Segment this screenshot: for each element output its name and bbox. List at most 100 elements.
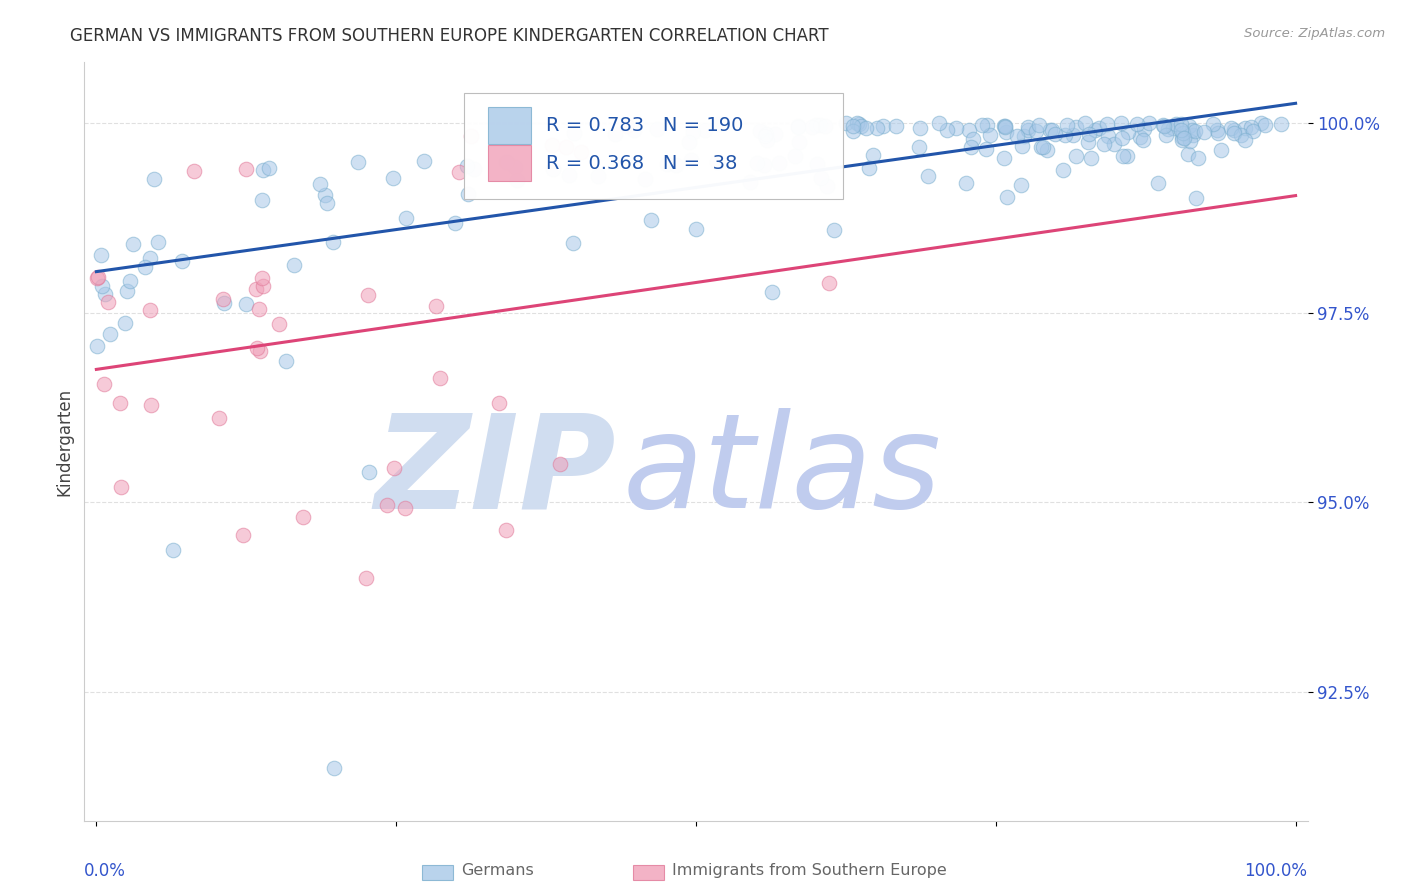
Point xyxy=(848,117,870,131)
Point xyxy=(87,269,110,284)
Text: GERMAN VS IMMIGRANTS FROM SOUTHERN EUROPE KINDERGARTEN CORRELATION CHART: GERMAN VS IMMIGRANTS FROM SOUTHERN EUROP… xyxy=(70,27,830,45)
Point xyxy=(1241,124,1264,138)
Point xyxy=(252,163,274,178)
Point xyxy=(322,760,344,774)
Bar xyxy=(488,107,531,144)
Point xyxy=(1177,146,1199,161)
Point xyxy=(1111,131,1133,145)
Text: R = 0.783   N = 190: R = 0.783 N = 190 xyxy=(546,116,742,135)
Point xyxy=(1017,120,1039,134)
Point xyxy=(249,344,271,359)
Point xyxy=(1234,121,1257,136)
Point xyxy=(818,276,841,290)
Point xyxy=(1036,144,1059,158)
Point xyxy=(252,278,274,293)
Point xyxy=(979,128,1001,143)
Point xyxy=(541,162,564,177)
Point xyxy=(962,132,984,146)
Point xyxy=(789,135,811,149)
Point xyxy=(1185,191,1208,205)
Point xyxy=(955,176,977,190)
Point xyxy=(183,164,205,178)
Point xyxy=(170,254,193,268)
Point xyxy=(814,119,837,133)
Point xyxy=(695,122,717,136)
Point xyxy=(94,287,117,301)
Point xyxy=(936,123,959,137)
Point xyxy=(806,156,828,170)
Point xyxy=(866,121,889,136)
Point xyxy=(623,123,645,137)
Point xyxy=(1017,123,1039,137)
Text: Source: ZipAtlas.com: Source: ZipAtlas.com xyxy=(1244,27,1385,40)
Point xyxy=(845,116,868,130)
Point xyxy=(322,235,344,249)
Point xyxy=(995,190,1018,204)
Point xyxy=(747,155,769,169)
Point xyxy=(917,169,939,183)
Point xyxy=(884,119,907,133)
Point xyxy=(98,326,121,341)
Point xyxy=(993,151,1015,165)
Point xyxy=(292,509,315,524)
Point xyxy=(212,296,235,310)
Point xyxy=(117,284,139,298)
Point xyxy=(90,279,112,293)
Point xyxy=(309,178,332,192)
Point xyxy=(994,125,1017,139)
Point xyxy=(1088,120,1111,135)
Point xyxy=(447,164,470,178)
Point xyxy=(862,148,884,162)
Point xyxy=(1253,118,1275,132)
Point xyxy=(562,127,585,141)
Point xyxy=(842,123,865,137)
Point xyxy=(679,153,702,167)
Text: R = 0.368   N =  38: R = 0.368 N = 38 xyxy=(546,153,737,173)
Point xyxy=(1173,131,1195,145)
Point xyxy=(974,142,997,156)
Point xyxy=(1202,117,1225,131)
Point xyxy=(738,175,761,189)
Point xyxy=(1171,132,1194,146)
Point xyxy=(1109,116,1132,130)
Point xyxy=(1053,128,1076,143)
Point xyxy=(1039,123,1062,137)
Point xyxy=(1007,129,1029,144)
Point xyxy=(858,161,880,176)
Point xyxy=(993,119,1015,133)
Text: ZIP: ZIP xyxy=(375,409,616,535)
Point xyxy=(1097,129,1119,144)
Point xyxy=(1112,149,1135,163)
Point xyxy=(86,339,108,353)
Point xyxy=(1170,129,1192,144)
Point xyxy=(945,120,967,135)
Point xyxy=(605,127,627,141)
Point xyxy=(910,120,932,135)
Point xyxy=(1208,126,1230,140)
Point xyxy=(90,248,112,262)
Point xyxy=(460,128,482,143)
Point xyxy=(907,140,929,154)
Point xyxy=(1132,133,1154,147)
Point xyxy=(1184,124,1206,138)
Point xyxy=(1092,137,1115,152)
Point xyxy=(707,117,730,131)
Point xyxy=(1270,117,1292,131)
Point xyxy=(835,116,858,130)
Point xyxy=(382,170,405,185)
Point xyxy=(756,133,779,147)
Point xyxy=(316,196,339,211)
Text: 100.0%: 100.0% xyxy=(1244,863,1308,880)
Point xyxy=(808,119,831,133)
Point xyxy=(1062,128,1084,143)
Point xyxy=(207,411,229,425)
Point xyxy=(569,145,592,159)
Point xyxy=(1194,125,1216,139)
Text: atlas: atlas xyxy=(623,409,942,535)
Point xyxy=(1125,117,1147,131)
Point xyxy=(1161,121,1184,136)
Point xyxy=(1097,118,1119,132)
Point xyxy=(110,480,132,494)
Point xyxy=(1116,125,1139,139)
Point xyxy=(548,457,571,471)
